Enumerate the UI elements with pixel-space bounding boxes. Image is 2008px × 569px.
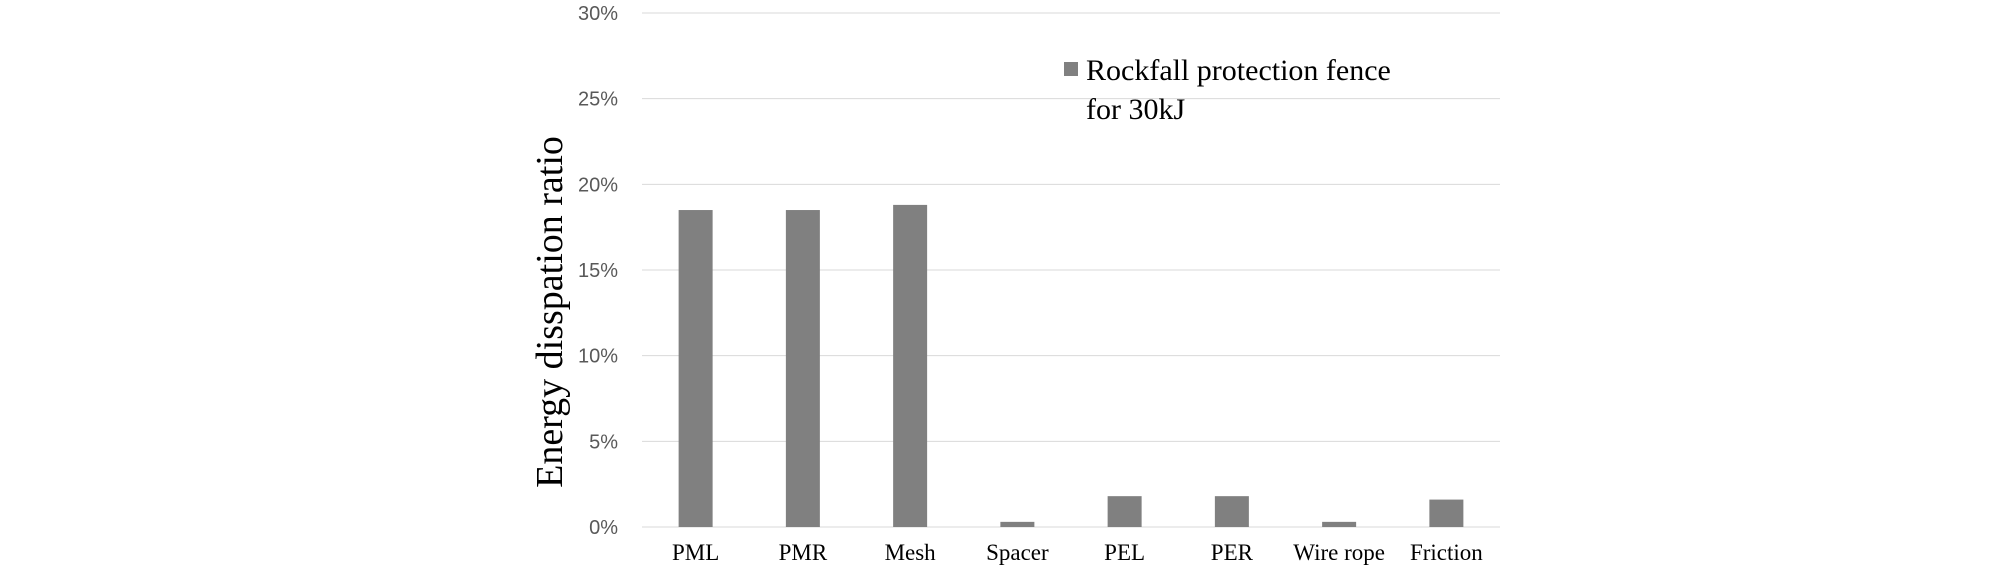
bar-pel xyxy=(1107,496,1142,527)
y-tick-label: 20% xyxy=(578,174,618,196)
bar-friction xyxy=(1429,499,1464,527)
x-category-label: Mesh xyxy=(885,540,937,565)
y-tick-label: 15% xyxy=(578,260,618,282)
legend: Rockfall protection fence for 30kJ xyxy=(1064,54,1391,126)
y-axis-tick-labels: 0% 5% 10% 15% 20% 25% 30% xyxy=(578,3,618,539)
gridlines xyxy=(642,12,1500,528)
y-tick-label: 10% xyxy=(578,346,618,368)
y-tick-label: 30% xyxy=(578,3,618,25)
x-category-label: Friction xyxy=(1410,540,1483,565)
x-axis-category-labels: PML PMR Mesh Spacer PEL PER Wire rope Friction xyxy=(672,540,1483,565)
legend-label-line-1: Rockfall protection fence xyxy=(1086,54,1391,87)
bar-spacer xyxy=(1000,521,1035,527)
bar-pmr xyxy=(785,210,820,528)
x-category-label: Spacer xyxy=(986,540,1049,565)
y-axis-title: Energy disspation ratio xyxy=(529,136,571,488)
legend-swatch xyxy=(1064,62,1078,76)
y-tick-label: 5% xyxy=(589,431,618,453)
x-category-label: PER xyxy=(1211,540,1254,565)
x-category-label: Wire rope xyxy=(1293,540,1385,565)
bar-per xyxy=(1214,496,1249,527)
bar-pml xyxy=(678,210,713,528)
x-category-label: PMR xyxy=(779,540,828,565)
bar-wire-rope xyxy=(1322,521,1357,527)
y-tick-label: 25% xyxy=(578,89,618,111)
bar-mesh xyxy=(893,204,928,528)
bars xyxy=(678,204,1464,528)
y-tick-label: 0% xyxy=(589,517,618,539)
x-category-label: PML xyxy=(672,540,719,565)
x-category-label: PEL xyxy=(1104,540,1145,565)
legend-label-line-2: for 30kJ xyxy=(1086,93,1185,126)
